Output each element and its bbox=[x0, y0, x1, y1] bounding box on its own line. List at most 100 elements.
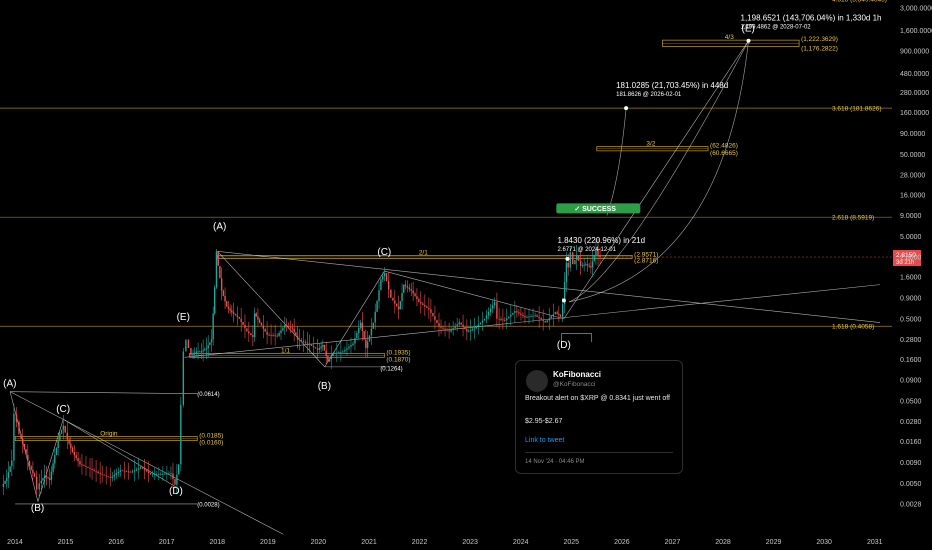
price-candle-body bbox=[229, 308, 231, 311]
price-candle-body bbox=[276, 335, 278, 337]
price-candle-body bbox=[332, 353, 334, 357]
price-candle-body bbox=[374, 311, 376, 323]
price-candle-body bbox=[30, 466, 32, 470]
price-candle-body bbox=[323, 344, 326, 351]
price-candle-body bbox=[7, 472, 10, 478]
price-candle-body bbox=[6, 477, 8, 481]
price-candle-body bbox=[113, 474, 115, 477]
price-candle-body bbox=[20, 433, 22, 439]
y-tick-label: 0.0900 bbox=[900, 378, 922, 385]
projection-point bbox=[746, 38, 751, 43]
price-candle-body bbox=[131, 471, 134, 473]
price-candle-body bbox=[464, 327, 466, 330]
y-tick-label: 5.0000 bbox=[900, 234, 922, 241]
price-candle-body bbox=[366, 341, 369, 349]
price-candle-body bbox=[215, 251, 218, 288]
price-candle-body bbox=[422, 303, 424, 305]
price-candle-body bbox=[73, 451, 75, 456]
price-candle-body bbox=[330, 356, 332, 359]
x-tick-label: 2028 bbox=[715, 539, 731, 546]
price-candle-body bbox=[316, 348, 319, 350]
price-candle-body bbox=[139, 467, 142, 469]
price-candle-body bbox=[141, 467, 144, 469]
price-candle-body bbox=[565, 262, 568, 282]
price-candle-body bbox=[282, 327, 284, 331]
price-candle-body bbox=[401, 292, 403, 302]
price-candle-body bbox=[45, 475, 48, 478]
price-candle-body bbox=[322, 344, 324, 347]
wave-label: (E) bbox=[742, 24, 755, 35]
price-candle-body bbox=[460, 322, 462, 325]
price-candle-body bbox=[524, 316, 526, 318]
price-candle-body bbox=[115, 473, 118, 475]
price-candle-body bbox=[204, 349, 206, 351]
avatar bbox=[526, 370, 548, 392]
price-candle-body bbox=[129, 471, 132, 473]
price-candle-body bbox=[538, 316, 540, 319]
x-tick-label: 2026 bbox=[614, 539, 630, 546]
price-candle-body bbox=[559, 315, 562, 317]
price-candle-body bbox=[477, 324, 480, 327]
wave-label: (A) bbox=[213, 221, 226, 232]
price-marker-countdown: 3d 21h bbox=[896, 260, 914, 266]
price-marker bbox=[893, 250, 921, 267]
tweet-price-range: $2.95-$2.67 bbox=[525, 418, 563, 425]
trendline bbox=[217, 251, 881, 323]
price-candle-body bbox=[268, 334, 270, 336]
price-candle-body bbox=[518, 312, 520, 314]
ratio-value-top: (0.1935) bbox=[386, 349, 410, 356]
price-candle-body bbox=[454, 326, 456, 328]
price-candle-body bbox=[532, 315, 534, 317]
y-tick-label: 0.9000 bbox=[900, 295, 922, 302]
price-candle-body bbox=[320, 346, 322, 349]
price-candle-body bbox=[385, 273, 388, 282]
price-candle-body bbox=[77, 458, 79, 462]
price-candle-body bbox=[226, 301, 228, 307]
price-candle-body bbox=[590, 266, 592, 268]
price-candle-body bbox=[93, 469, 95, 471]
trendline bbox=[63, 419, 177, 488]
y-tick-label: 9.0000 bbox=[900, 213, 922, 220]
price-candle-body bbox=[209, 342, 211, 346]
price-candle-body bbox=[390, 289, 392, 298]
x-tick-label: 2018 bbox=[209, 539, 225, 546]
price-candle-body bbox=[81, 464, 83, 466]
price-candle-body bbox=[300, 340, 303, 342]
price-candle-body bbox=[87, 466, 89, 468]
price-candle-body bbox=[448, 330, 450, 332]
wave-label: (C) bbox=[56, 404, 70, 415]
price-candle-body bbox=[280, 330, 282, 334]
price-candle-body bbox=[302, 341, 305, 342]
level-value-label: (0.0028) bbox=[197, 502, 219, 508]
price-candle-body bbox=[471, 329, 474, 331]
tweet-link[interactable]: Link to tweet bbox=[525, 437, 565, 444]
ratio-value-top: (0.0185) bbox=[199, 433, 223, 440]
price-candle-body bbox=[469, 330, 472, 331]
x-tick-label: 2029 bbox=[766, 539, 782, 546]
price-candle-body bbox=[35, 476, 38, 490]
price-candle-body bbox=[382, 276, 384, 280]
price-candle-body bbox=[563, 281, 566, 305]
price-candle-body bbox=[185, 339, 187, 352]
projection-point bbox=[565, 256, 570, 261]
trendlines bbox=[9, 40, 881, 535]
price-candle-body bbox=[222, 290, 225, 296]
price-candle-body bbox=[597, 249, 599, 256]
price-candle-body bbox=[75, 455, 77, 459]
price-candle-body bbox=[234, 313, 237, 316]
price-candle-body bbox=[512, 312, 514, 315]
success-badge-text: ✓ SUCCESS bbox=[574, 206, 616, 213]
price-candle-body bbox=[487, 312, 490, 316]
price-candle-body bbox=[248, 331, 250, 334]
x-tick-label: 2019 bbox=[260, 539, 276, 546]
y-tick-label: 0.0160 bbox=[900, 439, 922, 446]
price-candle-body bbox=[284, 324, 286, 328]
fib-level-label: 4.618 (3,849.4045) bbox=[832, 0, 887, 4]
x-tick-label: 2021 bbox=[361, 539, 377, 546]
price-candle-body bbox=[168, 473, 170, 475]
price-candle-body bbox=[489, 308, 492, 313]
price-candle-body bbox=[552, 314, 554, 317]
price-candle-body bbox=[510, 314, 512, 317]
price-candle-body bbox=[13, 413, 15, 461]
price-candle-body bbox=[252, 335, 254, 338]
